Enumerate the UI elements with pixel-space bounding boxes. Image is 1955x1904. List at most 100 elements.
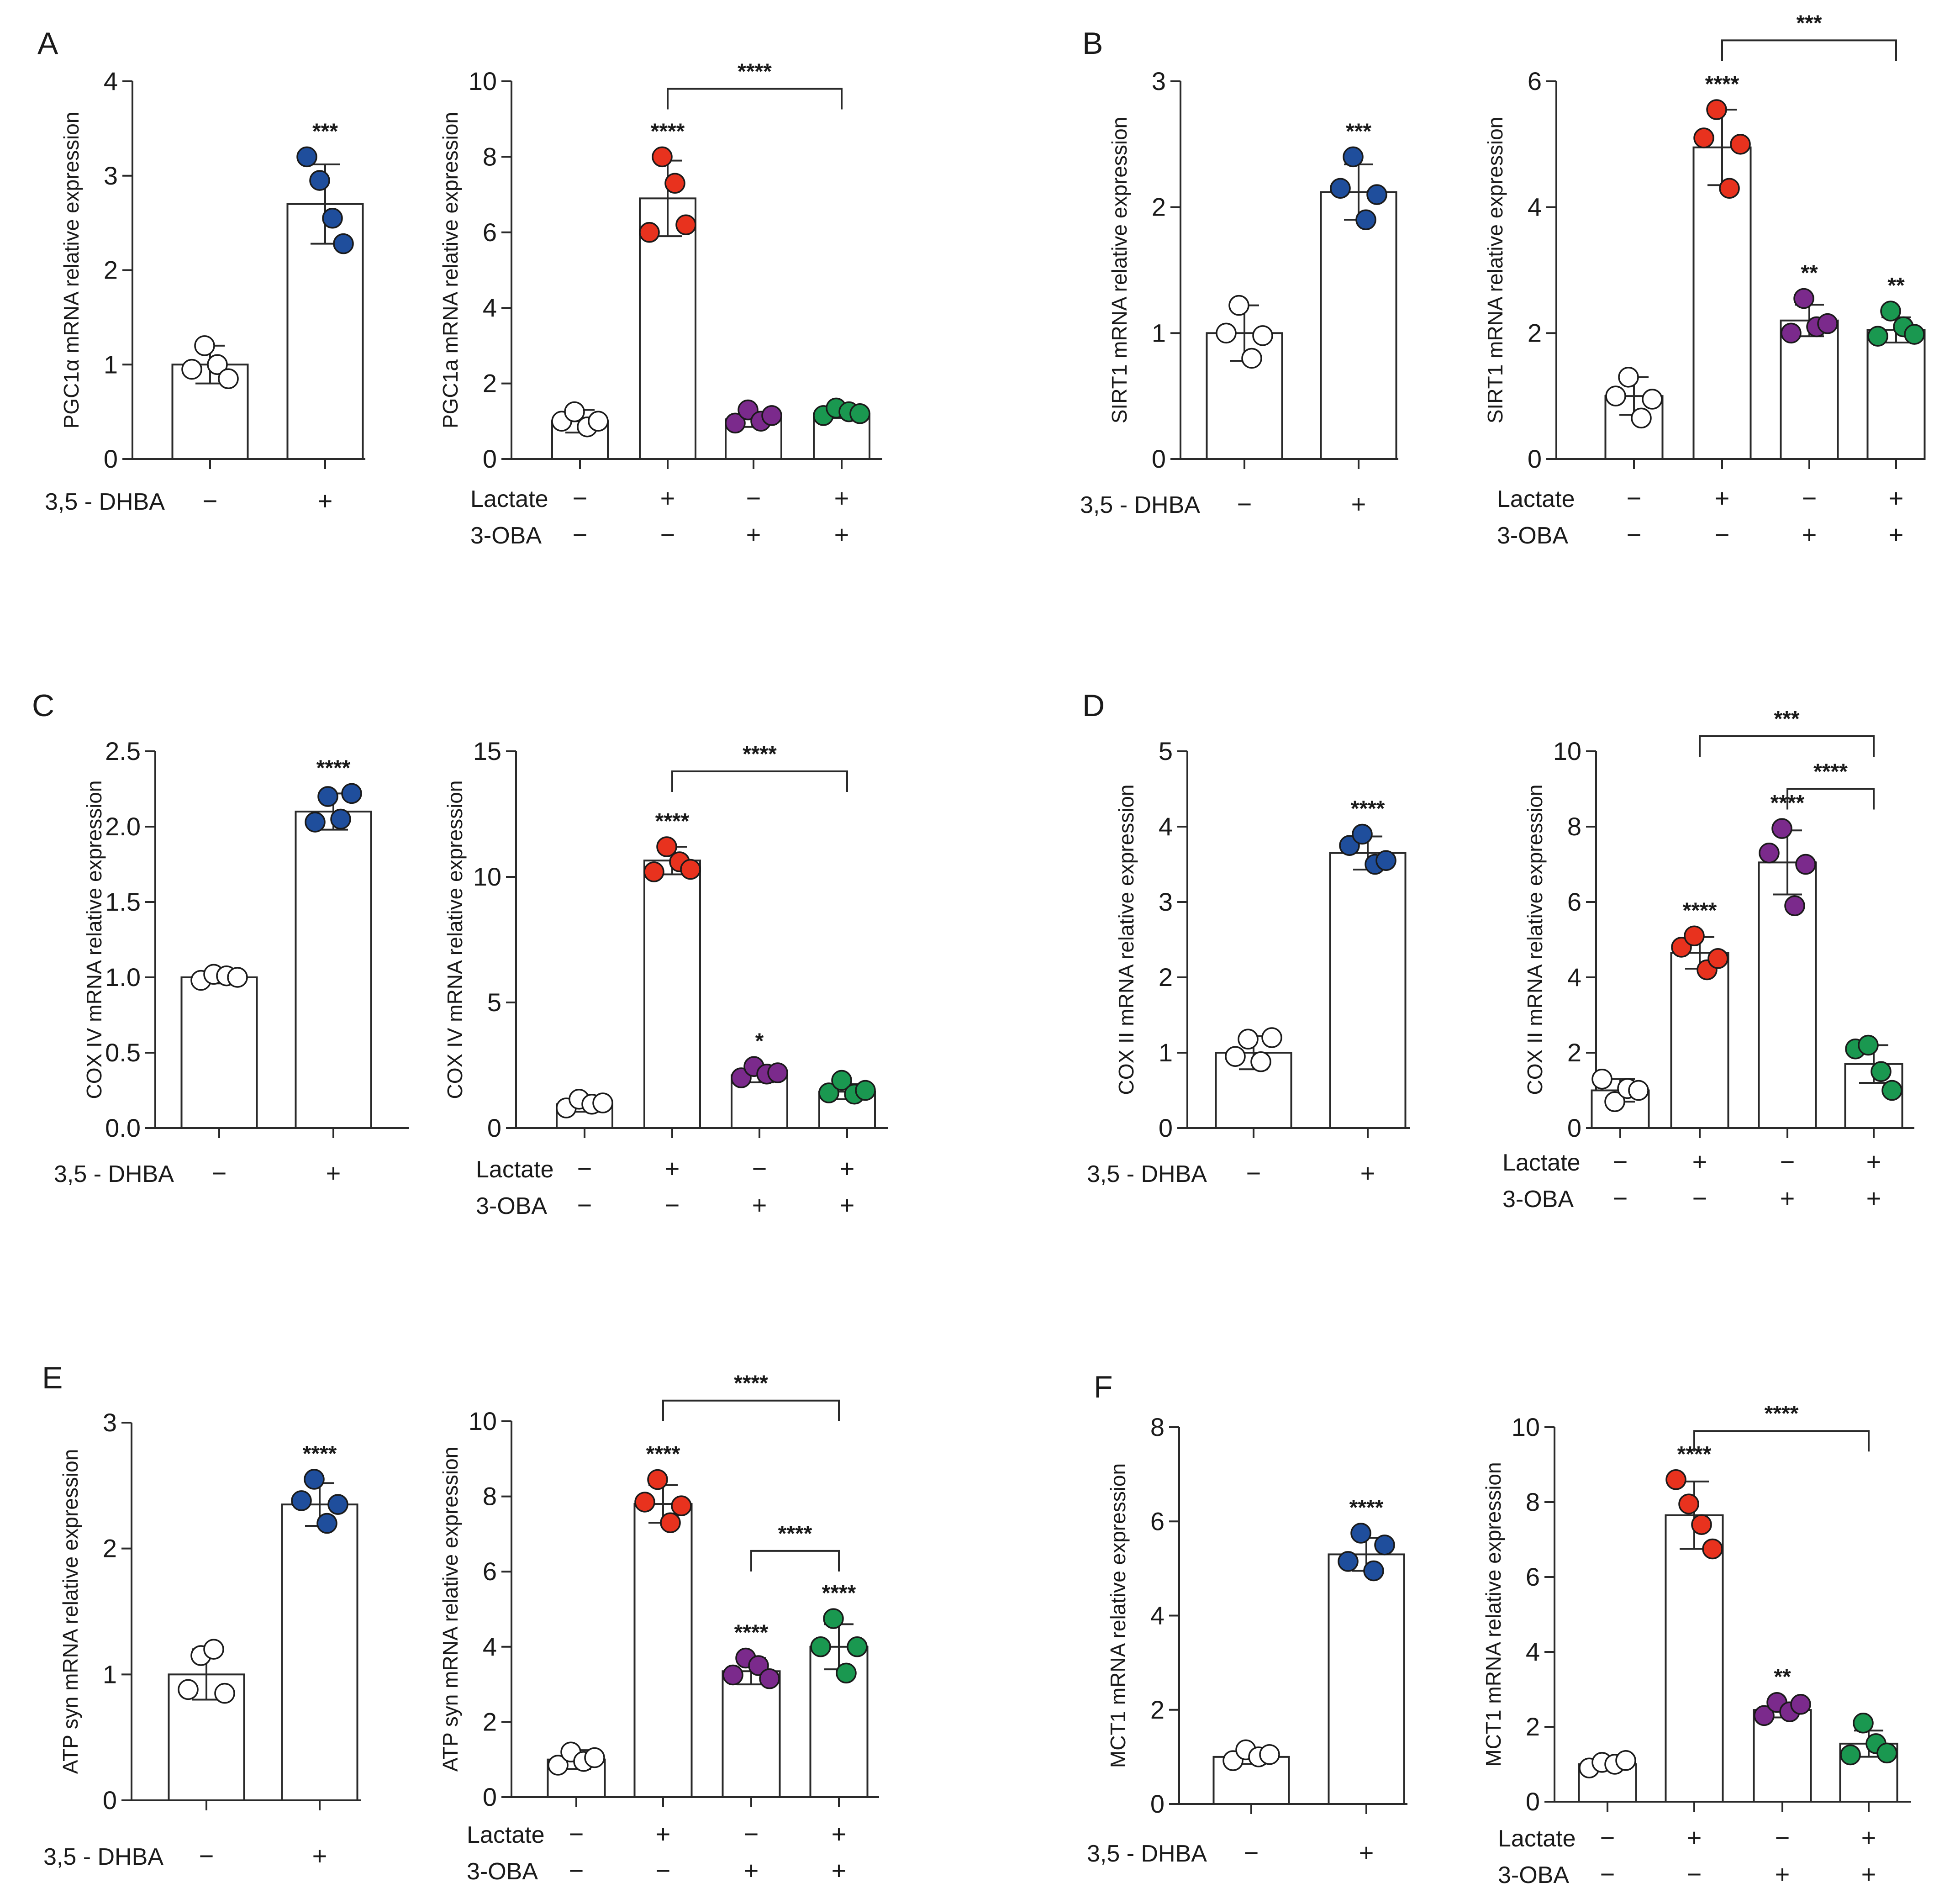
y-tick-label: 8 bbox=[483, 142, 497, 171]
y-tick-label: 2 bbox=[1526, 1712, 1540, 1741]
y-tick-label: 1 bbox=[1159, 1038, 1173, 1067]
comparison-bracket bbox=[1721, 39, 1897, 61]
significance-label: **** bbox=[1351, 797, 1385, 821]
data-point bbox=[1338, 1551, 1359, 1572]
data-point bbox=[1628, 1080, 1649, 1101]
y-tick-label: 0 bbox=[1567, 1113, 1581, 1142]
treatment-symbol: + bbox=[1351, 490, 1366, 518]
data-point bbox=[181, 359, 202, 380]
significance-label: **** bbox=[651, 119, 685, 143]
comparison-bracket bbox=[667, 88, 843, 110]
significance-label: **** bbox=[734, 1620, 769, 1645]
y-tick-label: 2 bbox=[1150, 1695, 1165, 1724]
y-tick-label: 0.5 bbox=[105, 1038, 141, 1067]
data-point bbox=[1350, 1523, 1371, 1544]
comparison-bracket bbox=[671, 770, 848, 792]
treatment-symbol: − bbox=[1775, 1823, 1790, 1852]
data-point bbox=[1754, 1705, 1775, 1726]
treatment-row-label: 3,5 - DHBA bbox=[1087, 1161, 1207, 1187]
treatment-symbol: − bbox=[1627, 484, 1642, 512]
chart-F-left: 0 2 4 6 8 MCT1 mRNA relative expression **** 3,… bbox=[1087, 1413, 1407, 1867]
treatment-row-label: Lactate bbox=[1498, 1825, 1576, 1852]
treatment-symbol: + bbox=[1889, 520, 1904, 549]
treatment-symbol: − bbox=[1600, 1860, 1615, 1888]
bar bbox=[1780, 319, 1839, 460]
data-point bbox=[1693, 127, 1714, 148]
y-tick-label: 0 bbox=[487, 1113, 501, 1142]
data-point bbox=[1867, 326, 1888, 347]
treatment-row-label: 3-OBA bbox=[1498, 1862, 1569, 1888]
data-point bbox=[1259, 1744, 1280, 1765]
treatment-row-label: 3-OBA bbox=[470, 522, 542, 549]
comparison-bracket bbox=[1693, 1430, 1870, 1452]
y-tick-label: 6 bbox=[483, 1557, 497, 1586]
data-point bbox=[647, 1469, 668, 1490]
treatment-symbol: − bbox=[573, 520, 588, 549]
data-point bbox=[1771, 818, 1792, 839]
y-axis-title: PGC1a mRNA relative expression bbox=[438, 112, 462, 428]
treatment-symbol: − bbox=[1627, 520, 1642, 549]
data-point bbox=[634, 1492, 655, 1513]
bracket-significance-label: **** bbox=[1813, 760, 1848, 784]
y-tick-label: 0 bbox=[104, 444, 118, 473]
y-tick-label: 4 bbox=[104, 67, 118, 95]
treatment-row-label: 3,5 - DHBA bbox=[1080, 492, 1200, 518]
data-point bbox=[855, 1080, 876, 1101]
y-tick-label: 3 bbox=[103, 1408, 117, 1437]
data-point bbox=[1684, 925, 1705, 946]
y-tick-label: 4 bbox=[1567, 963, 1581, 992]
bracket-significance-label: **** bbox=[1765, 1402, 1799, 1426]
data-point bbox=[1618, 367, 1639, 388]
data-point bbox=[1817, 313, 1838, 334]
significance-label: ** bbox=[1774, 1665, 1791, 1689]
data-point bbox=[652, 146, 673, 168]
treatment-symbol: + bbox=[746, 520, 761, 549]
data-point bbox=[1795, 854, 1816, 875]
y-tick-label: 0 bbox=[1150, 1789, 1165, 1818]
panel-letter-d: D bbox=[1082, 688, 1105, 723]
bar bbox=[1329, 852, 1407, 1129]
data-point bbox=[847, 1636, 868, 1657]
data-point bbox=[309, 170, 330, 191]
y-tick-label: 6 bbox=[1150, 1507, 1165, 1535]
treatment-symbol: − bbox=[656, 1856, 671, 1885]
data-point bbox=[214, 1682, 235, 1704]
data-point bbox=[207, 354, 228, 375]
treatment-row-label: 3,5 - DHBA bbox=[54, 1161, 174, 1187]
treatment-symbol: − bbox=[744, 1820, 759, 1848]
treatment-row-label: 3-OBA bbox=[1502, 1186, 1574, 1213]
y-tick-label: 8 bbox=[1526, 1487, 1540, 1516]
treatment-symbol: − bbox=[212, 1159, 227, 1187]
treatment-symbol: − bbox=[203, 486, 218, 515]
y-tick-label: 0 bbox=[483, 444, 497, 473]
data-point bbox=[1366, 184, 1387, 205]
bracket-significance-label: **** bbox=[738, 60, 772, 84]
data-point bbox=[330, 808, 351, 830]
treatment-symbol: + bbox=[834, 484, 849, 512]
data-point bbox=[218, 368, 239, 390]
treatment-symbol: + bbox=[834, 520, 849, 549]
data-point bbox=[1840, 1744, 1861, 1766]
data-point bbox=[1238, 1028, 1259, 1050]
chart-D-left: 0 1 2 3 4 5 COX II mRNA relative expression ***… bbox=[1087, 737, 1410, 1187]
treatment-symbol: + bbox=[832, 1856, 847, 1885]
y-tick-label: 8 bbox=[1150, 1413, 1165, 1441]
y-tick-label: 3 bbox=[104, 161, 118, 190]
treatment-symbol: + bbox=[656, 1820, 671, 1848]
data-point bbox=[1363, 1560, 1384, 1582]
comparison-bracket bbox=[1699, 735, 1875, 757]
treatment-symbol: + bbox=[1889, 484, 1904, 512]
treatment-symbol: − bbox=[752, 1154, 767, 1183]
treatment-symbol: − bbox=[1715, 520, 1730, 549]
bar bbox=[643, 860, 701, 1129]
treatment-symbol: − bbox=[1613, 1147, 1628, 1176]
panel-letter-a: A bbox=[37, 26, 58, 61]
treatment-row-label: Lactate bbox=[1502, 1150, 1581, 1176]
data-point bbox=[1707, 948, 1728, 969]
data-point bbox=[1615, 1750, 1636, 1771]
data-point bbox=[660, 1512, 681, 1533]
data-point bbox=[1604, 1091, 1625, 1112]
bracket-significance-label: **** bbox=[743, 742, 777, 766]
treatment-row-label: Lactate bbox=[470, 486, 548, 512]
